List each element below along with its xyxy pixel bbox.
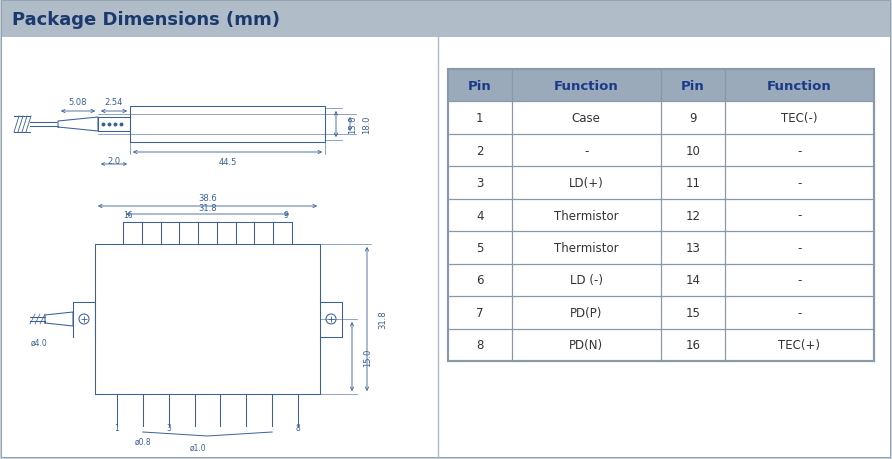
- Bar: [448, 70, 874, 102]
- Polygon shape: [98, 118, 130, 132]
- Text: ø0.8: ø0.8: [135, 437, 152, 446]
- Text: Thermistor: Thermistor: [554, 209, 619, 222]
- Text: 15: 15: [685, 306, 700, 319]
- Text: 11: 11: [685, 177, 700, 190]
- Text: Case: Case: [572, 112, 600, 125]
- Text: 16: 16: [685, 339, 700, 352]
- Text: 2.0: 2.0: [107, 157, 120, 166]
- Text: 12: 12: [685, 209, 700, 222]
- Text: 2: 2: [476, 144, 483, 157]
- Text: -: -: [797, 241, 802, 254]
- Text: PD(P): PD(P): [570, 306, 602, 319]
- Text: PD(N): PD(N): [569, 339, 603, 352]
- Text: Pin: Pin: [468, 79, 491, 93]
- Text: 9: 9: [689, 112, 697, 125]
- Text: 16: 16: [123, 211, 133, 219]
- Polygon shape: [45, 312, 73, 326]
- Text: 9: 9: [283, 211, 288, 219]
- Text: Package Dimensions (mm): Package Dimensions (mm): [12, 11, 280, 29]
- Text: 13: 13: [685, 241, 700, 254]
- Text: -: -: [797, 177, 802, 190]
- Text: -: -: [797, 144, 802, 157]
- Text: TEC(-): TEC(-): [781, 112, 818, 125]
- Text: 5.08: 5.08: [69, 98, 87, 107]
- Text: 44.5: 44.5: [219, 157, 236, 167]
- Text: ø4.0: ø4.0: [31, 338, 48, 347]
- Text: 4: 4: [476, 209, 483, 222]
- Bar: [448, 70, 874, 361]
- Text: 38.6: 38.6: [198, 194, 217, 202]
- Text: 31.8: 31.8: [198, 203, 217, 213]
- Text: LD (-): LD (-): [570, 274, 603, 287]
- Text: -: -: [797, 306, 802, 319]
- Text: Function: Function: [767, 79, 831, 93]
- Text: 18.0: 18.0: [362, 116, 371, 134]
- Polygon shape: [130, 107, 325, 143]
- Text: -: -: [797, 274, 802, 287]
- Polygon shape: [73, 302, 95, 337]
- Text: -: -: [797, 209, 802, 222]
- Text: 2.54: 2.54: [105, 98, 123, 107]
- Text: 1: 1: [476, 112, 483, 125]
- Text: 3: 3: [166, 423, 171, 432]
- Text: 8: 8: [476, 339, 483, 352]
- Text: 3: 3: [476, 177, 483, 190]
- Text: Pin: Pin: [681, 79, 705, 93]
- Text: 31.8: 31.8: [378, 310, 387, 329]
- Bar: [448, 70, 874, 361]
- Bar: [2, 2, 890, 38]
- Polygon shape: [320, 302, 342, 337]
- Text: 5: 5: [476, 241, 483, 254]
- Polygon shape: [95, 245, 320, 394]
- Text: TEC(+): TEC(+): [779, 339, 821, 352]
- Text: 10: 10: [685, 144, 700, 157]
- Text: 15.0: 15.0: [363, 347, 372, 366]
- Text: -: -: [584, 144, 589, 157]
- Text: 8: 8: [295, 423, 301, 432]
- Text: 13.0: 13.0: [348, 116, 357, 134]
- Text: Function: Function: [554, 79, 619, 93]
- Text: LD(+): LD(+): [569, 177, 604, 190]
- Polygon shape: [58, 118, 98, 132]
- Text: Thermistor: Thermistor: [554, 241, 619, 254]
- Text: ø1.0: ø1.0: [190, 443, 206, 452]
- Text: 1: 1: [115, 423, 120, 432]
- Text: 7: 7: [476, 306, 483, 319]
- Text: 14: 14: [685, 274, 700, 287]
- Text: 6: 6: [476, 274, 483, 287]
